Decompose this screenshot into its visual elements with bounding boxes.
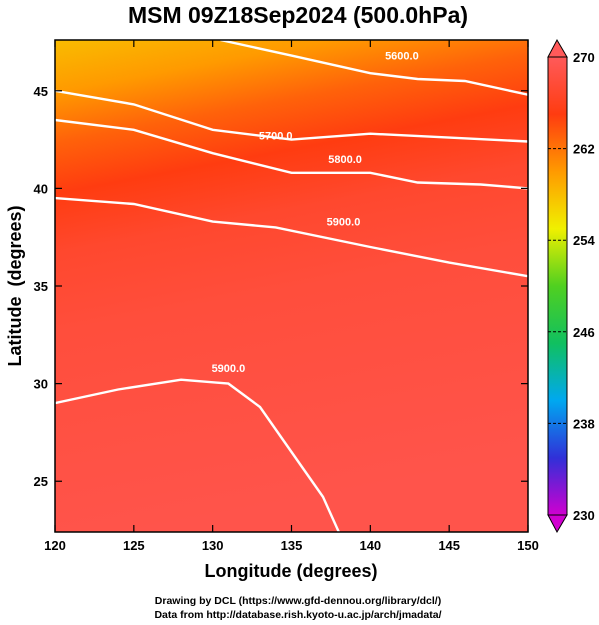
x-tick-label: 125 xyxy=(123,538,145,553)
y-tick-label: 35 xyxy=(34,279,48,294)
x-axis-ticks: 120 125 130 135 140 145 150 xyxy=(44,40,539,553)
colorbar-ticks: 230 238 246 254 262 270 xyxy=(548,50,595,523)
y-axis-label: Latitude (degrees) xyxy=(5,205,25,366)
height-contour-5900 xyxy=(55,378,340,532)
chart-title: MSM 09Z18Sep2024 (500.0hPa) xyxy=(128,2,468,28)
contour-label: 5900.0 xyxy=(212,363,246,375)
contour-labels: 5600.0 5700.0 5800.0 5900.0 5900.0 xyxy=(212,51,419,375)
drawing-credit: Drawing by DCL (https://www.gfd-dennou.o… xyxy=(155,595,441,607)
colorbar-max-arrow xyxy=(547,38,568,58)
contour-label: 5600.0 xyxy=(385,51,419,63)
y-axis-ticks: 25 30 35 40 45 xyxy=(34,84,528,489)
y-tick-label: 25 xyxy=(34,474,48,489)
colorbar-min-arrow xyxy=(547,514,568,534)
height-contours xyxy=(55,40,528,532)
colorbar: 230 238 246 254 262 270 xyxy=(547,38,595,534)
colorbar-tick-label: 238 xyxy=(573,416,595,431)
height-contour-5800 xyxy=(55,118,528,190)
height-contour-5700 xyxy=(55,89,528,143)
x-tick-label: 130 xyxy=(202,538,224,553)
x-tick-label: 145 xyxy=(438,538,460,553)
x-tick-label: 140 xyxy=(359,538,381,553)
x-axis-label: Longitude (degrees) xyxy=(204,561,377,581)
x-tick-label: 135 xyxy=(281,538,303,553)
x-tick-label: 150 xyxy=(517,538,539,553)
contour-label: 5900.0 xyxy=(327,217,361,229)
colorbar-tick-label: 246 xyxy=(573,325,595,340)
y-tick-label: 45 xyxy=(34,84,48,99)
colorbar-body xyxy=(547,56,568,516)
colorbar-tick-label: 262 xyxy=(573,142,595,157)
colorbar-tick-label: 230 xyxy=(573,508,595,523)
height-contour-5600 xyxy=(220,40,528,96)
temperature-field xyxy=(55,40,528,532)
x-tick-label: 120 xyxy=(44,538,66,553)
data-credit: Data from http://database.rish.kyoto-u.a… xyxy=(154,609,441,621)
contour-label: 5800.0 xyxy=(328,154,362,166)
contour-label: 5700.0 xyxy=(259,131,293,143)
plot-area: 5600.0 5700.0 5800.0 5900.0 5900.0 xyxy=(54,39,529,533)
colorbar-tick-label: 270 xyxy=(573,50,595,65)
y-tick-label: 40 xyxy=(34,181,48,196)
y-tick-label: 30 xyxy=(34,377,48,392)
height-contour-5900 xyxy=(55,196,528,278)
colorbar-tick-label: 254 xyxy=(573,233,595,248)
